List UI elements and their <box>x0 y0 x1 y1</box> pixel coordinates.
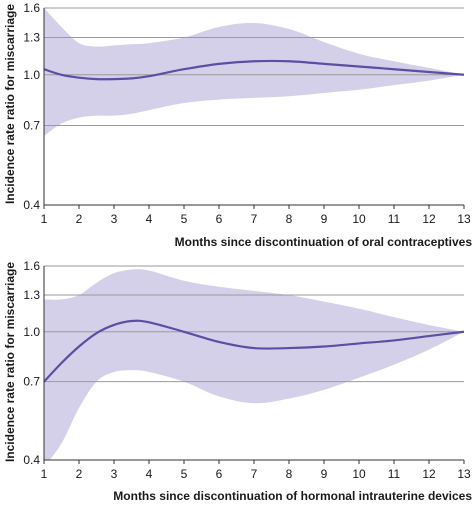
x-tick-label: 8 <box>286 467 293 481</box>
x-tick-label: 11 <box>388 467 401 481</box>
x-tick-label: 9 <box>321 212 328 226</box>
x-tick-label: 7 <box>251 212 258 226</box>
x-axis-label: Months since discontinuation of hormonal… <box>113 489 472 503</box>
x-tick-label: 4 <box>146 212 153 226</box>
confidence-band <box>44 8 464 137</box>
x-tick-label: 5 <box>181 212 188 226</box>
x-axis-label: Months since discontinuation of oral con… <box>175 235 473 249</box>
x-tick-label: 2 <box>76 467 83 481</box>
x-tick-label: 9 <box>321 467 328 481</box>
y-tick-label: 0.4 <box>23 453 40 467</box>
confidence-band <box>44 269 464 460</box>
y-tick-label: 1.0 <box>23 68 40 82</box>
y-tick-label: 0.7 <box>23 375 40 389</box>
estimate-line <box>44 59 464 81</box>
x-tick-label: 12 <box>422 467 436 481</box>
y-tick-label: 0.4 <box>23 198 40 212</box>
y-tick-label: 1.3 <box>23 288 40 302</box>
x-tick-label: 6 <box>216 212 223 226</box>
x-tick-label: 11 <box>388 212 401 226</box>
x-tick-label: 10 <box>352 212 366 226</box>
x-tick-label: 12 <box>422 212 436 226</box>
x-tick-label: 6 <box>216 467 223 481</box>
y-tick-label: 0.7 <box>23 118 40 132</box>
x-tick-label: 2 <box>76 212 83 226</box>
x-tick-label: 10 <box>352 467 366 481</box>
x-tick-label: 3 <box>111 212 118 226</box>
x-tick-label: 7 <box>251 467 258 481</box>
x-tick-label: 5 <box>181 467 188 481</box>
y-axis-label: Incidence rate ratio for miscarriage <box>3 4 17 204</box>
x-tick-label: 1 <box>41 467 48 481</box>
x-tick-label: 13 <box>457 212 471 226</box>
y-tick-label: 1.6 <box>23 259 40 273</box>
x-tick-label: 13 <box>457 467 471 481</box>
y-axis-label: Incidence rate ratio for miscarriage <box>3 262 17 462</box>
y-tick-label: 1.6 <box>23 1 40 15</box>
x-tick-label: 1 <box>41 212 48 226</box>
estimate-line <box>44 319 464 383</box>
x-tick-label: 4 <box>146 467 153 481</box>
x-tick-label: 3 <box>111 467 118 481</box>
y-tick-label: 1.0 <box>23 325 40 339</box>
x-tick-label: 8 <box>286 212 293 226</box>
y-tick-label: 1.3 <box>23 31 40 45</box>
